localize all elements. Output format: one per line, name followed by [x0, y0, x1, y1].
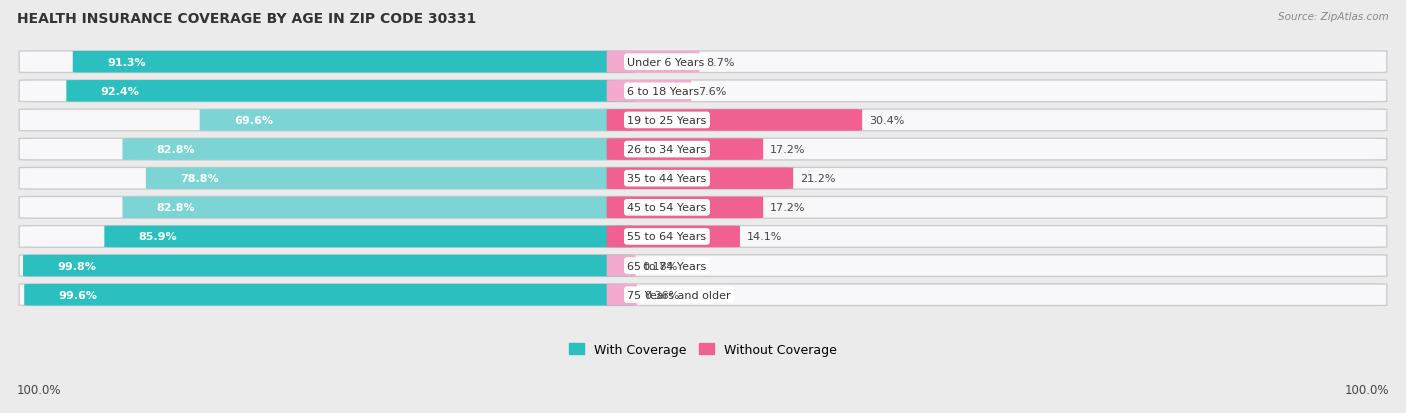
FancyBboxPatch shape [200, 110, 634, 131]
FancyBboxPatch shape [606, 255, 636, 277]
Text: 35 to 44 Years: 35 to 44 Years [627, 174, 707, 184]
FancyBboxPatch shape [20, 81, 1386, 102]
Text: 8.7%: 8.7% [706, 57, 735, 67]
FancyBboxPatch shape [20, 168, 1386, 190]
Text: 6 to 18 Years: 6 to 18 Years [627, 87, 699, 97]
Text: 82.8%: 82.8% [157, 203, 195, 213]
Text: 21.2%: 21.2% [800, 174, 835, 184]
Text: 45 to 54 Years: 45 to 54 Years [627, 203, 707, 213]
Text: 17.2%: 17.2% [770, 145, 806, 155]
Text: 17.2%: 17.2% [770, 203, 806, 213]
Text: 82.8%: 82.8% [157, 145, 195, 155]
FancyBboxPatch shape [104, 226, 634, 248]
Text: 100.0%: 100.0% [1344, 384, 1389, 396]
Legend: With Coverage, Without Coverage: With Coverage, Without Coverage [564, 338, 842, 361]
Text: 65 to 74 Years: 65 to 74 Years [627, 261, 707, 271]
FancyBboxPatch shape [606, 226, 740, 248]
FancyBboxPatch shape [24, 284, 634, 306]
FancyBboxPatch shape [606, 197, 763, 218]
Text: 99.6%: 99.6% [59, 290, 97, 300]
FancyBboxPatch shape [606, 168, 793, 190]
Text: 99.8%: 99.8% [58, 261, 97, 271]
FancyBboxPatch shape [606, 139, 763, 161]
FancyBboxPatch shape [66, 81, 634, 102]
FancyBboxPatch shape [122, 197, 634, 218]
Text: 75 Years and older: 75 Years and older [627, 290, 731, 300]
Text: 30.4%: 30.4% [869, 116, 904, 126]
FancyBboxPatch shape [122, 139, 634, 161]
Text: Source: ZipAtlas.com: Source: ZipAtlas.com [1278, 12, 1389, 22]
FancyBboxPatch shape [606, 284, 637, 306]
Text: 91.3%: 91.3% [107, 57, 146, 67]
FancyBboxPatch shape [20, 226, 1386, 248]
Text: 7.6%: 7.6% [697, 87, 727, 97]
Text: 0.18%: 0.18% [643, 261, 678, 271]
FancyBboxPatch shape [20, 110, 1386, 131]
Text: 0.36%: 0.36% [644, 290, 679, 300]
FancyBboxPatch shape [146, 168, 634, 190]
Text: Under 6 Years: Under 6 Years [627, 57, 704, 67]
Text: 85.9%: 85.9% [139, 232, 177, 242]
Text: 55 to 64 Years: 55 to 64 Years [627, 232, 706, 242]
Text: 14.1%: 14.1% [747, 232, 782, 242]
FancyBboxPatch shape [22, 255, 634, 277]
FancyBboxPatch shape [20, 52, 1386, 74]
Text: 19 to 25 Years: 19 to 25 Years [627, 116, 707, 126]
Text: 78.8%: 78.8% [180, 174, 219, 184]
FancyBboxPatch shape [606, 110, 862, 131]
FancyBboxPatch shape [606, 81, 692, 102]
Text: HEALTH INSURANCE COVERAGE BY AGE IN ZIP CODE 30331: HEALTH INSURANCE COVERAGE BY AGE IN ZIP … [17, 12, 477, 26]
Text: 100.0%: 100.0% [17, 384, 62, 396]
FancyBboxPatch shape [20, 284, 1386, 306]
FancyBboxPatch shape [606, 52, 699, 73]
Text: 26 to 34 Years: 26 to 34 Years [627, 145, 707, 155]
FancyBboxPatch shape [20, 197, 1386, 218]
FancyBboxPatch shape [20, 255, 1386, 277]
Text: 69.6%: 69.6% [233, 116, 273, 126]
FancyBboxPatch shape [20, 139, 1386, 161]
Text: 92.4%: 92.4% [101, 87, 139, 97]
FancyBboxPatch shape [73, 52, 634, 73]
